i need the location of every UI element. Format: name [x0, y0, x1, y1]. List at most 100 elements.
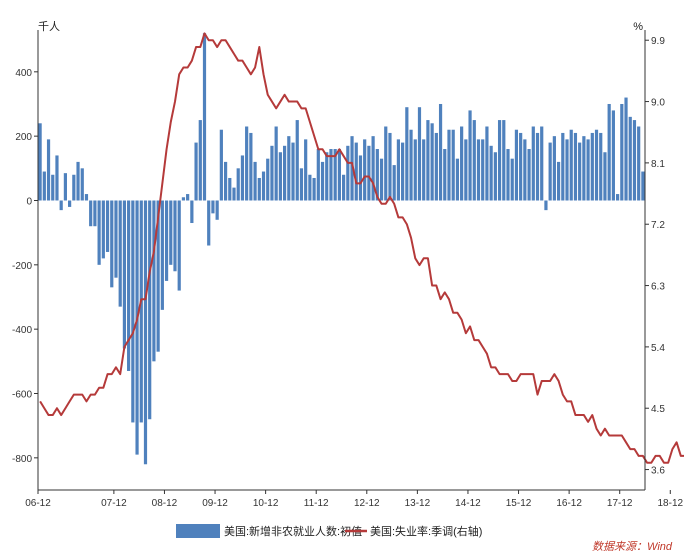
- payroll-bar: [232, 187, 236, 201]
- payroll-bar: [590, 132, 594, 201]
- payroll-bar: [392, 165, 396, 201]
- payroll-bar: [72, 174, 76, 201]
- left-tick-label: 200: [15, 132, 32, 143]
- x-tick-label: 15-12: [506, 498, 532, 509]
- line-series: [39, 32, 684, 464]
- payroll-bar: [455, 158, 460, 201]
- payroll-bar: [556, 161, 561, 201]
- payroll-bar: [472, 120, 476, 201]
- payroll-bar: [97, 200, 101, 265]
- payroll-bar: [257, 177, 261, 201]
- payroll-bar: [434, 132, 438, 201]
- payroll-bar: [135, 200, 139, 455]
- payroll-bar: [578, 142, 582, 201]
- x-tick-label: 17-12: [607, 498, 633, 509]
- payroll-bar: [552, 136, 556, 201]
- left-axis-unit: 千人: [38, 20, 60, 33]
- payroll-bar: [438, 103, 443, 201]
- payroll-bar: [367, 145, 371, 201]
- payroll-bar: [586, 139, 590, 201]
- payroll-bar: [401, 142, 405, 201]
- payroll-bar: [506, 149, 510, 201]
- axes: 千人 %: [37, 20, 646, 491]
- payroll-bar: [523, 139, 527, 201]
- payroll-bar: [443, 149, 447, 201]
- payroll-bar: [68, 200, 72, 207]
- payroll-bar: [489, 145, 493, 201]
- unemployment-line: [39, 32, 684, 464]
- payroll-bar: [122, 200, 127, 349]
- payroll-bar: [287, 136, 291, 201]
- payroll-bar: [190, 200, 194, 224]
- payroll-bar: [565, 139, 569, 201]
- x-tick-label: 10-12: [253, 498, 279, 509]
- x-axis-ticks: 06-12 07-12 08-12 09-12 10-12 11-12 12-12 13-12…: [25, 490, 684, 509]
- right-axis-ticks: 9.9 9.0 8.1 7.2 6.3 5.4 4.5 3.6: [645, 36, 665, 477]
- payroll-bar: [156, 200, 160, 352]
- payroll-bar: [253, 161, 257, 201]
- left-tick-label: -800: [12, 454, 32, 465]
- x-tick-label: 11-12: [304, 498, 329, 509]
- x-tick-label: 18-12: [658, 498, 684, 509]
- payroll-bar: [342, 174, 346, 201]
- payroll-bar: [624, 97, 628, 201]
- payroll-bar: [531, 126, 535, 201]
- x-tick-label: 14-12: [455, 498, 481, 509]
- payroll-bar: [632, 120, 637, 201]
- payroll-bar: [164, 200, 169, 281]
- payroll-bar: [544, 200, 548, 211]
- payroll-bar: [548, 142, 552, 201]
- payroll-bar: [535, 132, 540, 201]
- payroll-bar: [105, 200, 110, 252]
- payroll-bar: [207, 200, 211, 246]
- payroll-bar: [561, 132, 565, 201]
- payroll-bar: [641, 171, 645, 201]
- right-tick-label: 3.6: [651, 466, 665, 477]
- payroll-bar: [476, 139, 481, 201]
- payroll-bar: [312, 177, 316, 201]
- payroll-bar: [573, 132, 578, 201]
- payroll-bar: [582, 136, 586, 201]
- payroll-bar: [101, 200, 105, 259]
- payroll-bar: [139, 200, 143, 423]
- payroll-bar: [422, 139, 426, 201]
- payroll-bar: [177, 200, 181, 291]
- payroll-bar: [84, 194, 89, 201]
- left-tick-label: 0: [26, 196, 32, 207]
- payroll-bar: [468, 110, 472, 201]
- legend: 美国:新增非农就业人数:初值 美国:失业率:季调(右轴): [176, 524, 482, 538]
- payroll-bar: [80, 168, 84, 201]
- left-tick-label: -200: [12, 261, 32, 272]
- payroll-bar: [63, 173, 67, 201]
- payroll-bar: [405, 107, 409, 201]
- x-tick-label: 13-12: [405, 498, 431, 509]
- payroll-bar: [375, 149, 379, 201]
- payroll-bar: [261, 171, 266, 201]
- payroll-bar: [497, 120, 502, 201]
- payroll-bar: [55, 155, 59, 201]
- payroll-bar: [607, 103, 611, 201]
- payroll-bar: [266, 158, 270, 201]
- payroll-bar: [202, 33, 207, 201]
- payroll-bar: [143, 200, 148, 465]
- payroll-bar: [447, 129, 451, 201]
- payroll-bar: [278, 152, 282, 201]
- payroll-bar: [152, 200, 156, 362]
- payroll-bar: [160, 200, 164, 310]
- payroll-bar: [270, 145, 274, 201]
- payroll-bar: [169, 200, 173, 265]
- payroll-bar: [358, 155, 363, 201]
- payroll-bar: [616, 194, 620, 201]
- right-axis-unit: %: [633, 21, 643, 33]
- payroll-bar: [215, 200, 219, 220]
- payroll-bar: [514, 129, 519, 201]
- payroll-bar: [603, 152, 607, 201]
- payroll-bar: [131, 200, 135, 423]
- payroll-bar: [228, 177, 232, 201]
- payroll-bar: [282, 145, 287, 201]
- payroll-bar: [291, 142, 295, 201]
- payroll-bar: [350, 136, 354, 201]
- payroll-bar: [354, 142, 358, 201]
- payroll-bar: [240, 155, 245, 201]
